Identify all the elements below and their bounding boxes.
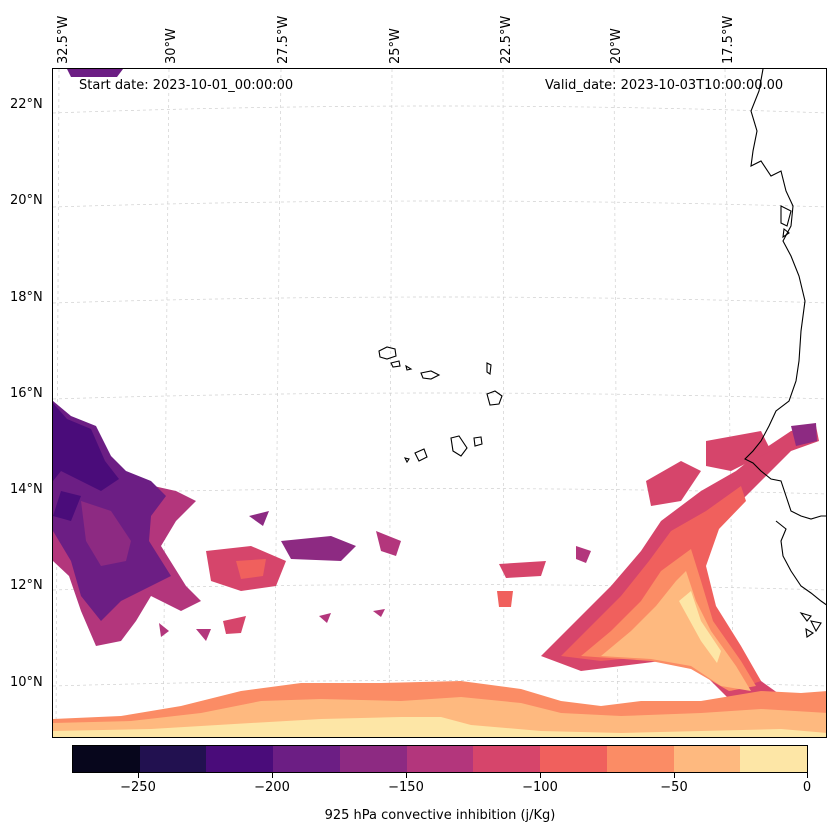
lat-label-12n: 12°N: [10, 578, 43, 593]
lat-label-16n: 16°N: [10, 386, 43, 401]
cin-contour-west-cluster: [53, 401, 201, 646]
lon-label-22-5w: 22.5°W: [499, 15, 514, 64]
lon-label-30w: 30°W: [164, 28, 179, 64]
cin-contour-top-strip: [67, 69, 123, 77]
colorbar-segment-2: [139, 746, 207, 772]
map-canvas: [53, 69, 826, 737]
colorbar-tick-label: −150: [388, 780, 424, 795]
west-africa-coastline: [744, 69, 826, 638]
colorbar-segment-3: [206, 746, 274, 772]
colorbar-tick-label: −250: [120, 780, 156, 795]
colorbar-tick-label: 0: [802, 780, 812, 795]
colorbar-segment-5: [339, 746, 407, 772]
colorbar-tick-label: −200: [254, 780, 290, 795]
start-date-label: Start date: 2023-10-01_00:00:00: [79, 78, 294, 93]
colorbar-segment-4: [273, 746, 340, 772]
lon-label-27-5w: 27.5°W: [276, 15, 291, 64]
cin-contour-scattered-patches: [159, 511, 591, 641]
colorbar: [72, 745, 808, 773]
lon-label-25w: 25°W: [388, 28, 403, 64]
map-plot-area: [52, 68, 827, 738]
colorbar-title: 925 hPa convective inhibition (j/Kg): [324, 808, 556, 823]
colorbar-tick-label: −100: [522, 780, 558, 795]
lon-label-17-5w: 17.5°W: [721, 15, 736, 64]
colorbar-tick-mark: [272, 773, 273, 778]
lon-label-20w: 20°W: [609, 28, 624, 64]
colorbar-segment-1: [73, 746, 140, 772]
colorbar-segment-10: [673, 746, 741, 772]
colorbar-segment-11: [740, 746, 808, 772]
colorbar-tick-mark: [540, 773, 541, 778]
colorbar-tick-label: −50: [660, 780, 688, 795]
lat-label-20n: 20°N: [10, 193, 43, 208]
lat-label-22n: 22°N: [10, 97, 43, 112]
lon-label-32-5w: 32.5°W: [56, 15, 71, 64]
colorbar-tick-mark: [674, 773, 675, 778]
colorbar-segment-9: [606, 746, 674, 772]
colorbar-segment-7: [473, 746, 541, 772]
cape-verde-coastline: [378, 346, 503, 464]
colorbar-segment-6: [406, 746, 474, 772]
valid-date-label: Valid_date: 2023-10-03T10:00:00.00: [545, 78, 784, 93]
colorbar-segment-8: [540, 746, 607, 772]
colorbar-tick-mark: [406, 773, 407, 778]
lat-label-18n: 18°N: [10, 290, 43, 305]
cin-contour-south-band: [53, 681, 826, 737]
lat-label-14n: 14°N: [10, 482, 43, 497]
colorbar-tick-mark: [807, 773, 808, 778]
colorbar-tick-mark: [138, 773, 139, 778]
lat-label-10n: 10°N: [10, 675, 43, 690]
cin-contour-east-tongue: [541, 423, 819, 713]
